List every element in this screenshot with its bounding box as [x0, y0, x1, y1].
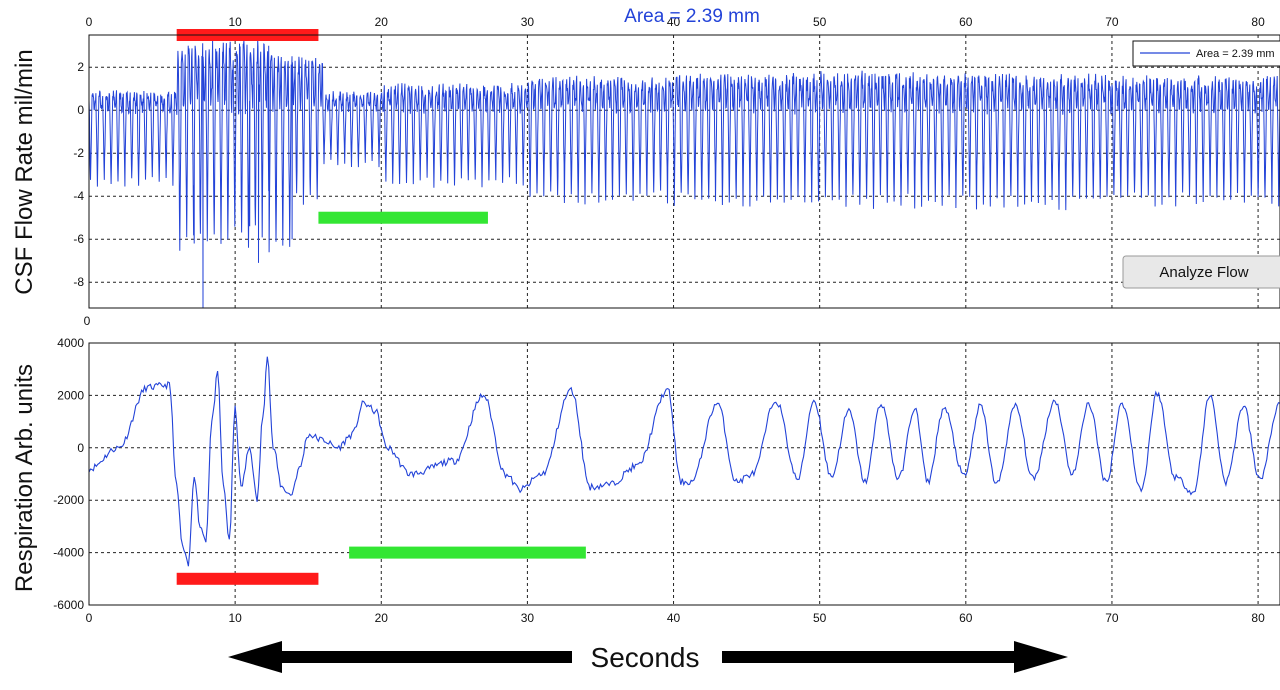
x-tick-label-top: 40 — [667, 15, 681, 29]
respiration-trace — [88, 356, 1280, 567]
respiration-y-axis-label: Respiration Arb. units — [11, 364, 38, 592]
x-tick-label-top: 0 — [86, 15, 93, 29]
flow-rate-plot-frame — [88, 34, 1280, 309]
respiration-ticks: 0 10 20 30 40 50 60 70 80 4000 2000 0 -2000 -4000 -600… — [53, 336, 1265, 625]
right-arrow-icon — [722, 641, 1068, 673]
x-tick-label: 10 — [228, 611, 242, 625]
analyze-flow-button-face[interactable] — [1122, 255, 1280, 289]
x-tick-label-top: 10 — [228, 15, 242, 29]
y-tick-label: -4 — [73, 189, 84, 203]
x-tick-label-top: 50 — [813, 15, 827, 29]
flow-rate-series-line — [88, 39, 1280, 309]
legend: Area = 2.39 mm — [1132, 40, 1280, 67]
y-tick-label: -2 — [73, 146, 84, 160]
green-interval-bar — [318, 211, 488, 224]
x-tick-label: 80 — [1251, 611, 1265, 625]
legend-entry-label: Area = 2.39 mm — [1196, 48, 1275, 60]
x-tick-label: 30 — [521, 611, 535, 625]
plot-title: Area = 2.39 mm — [624, 6, 760, 27]
respiration-panel: 0 10 20 30 40 50 60 70 80 4000 2000 0 -2000 -4000 -600… — [11, 336, 1280, 625]
x-tick-label: 0 — [86, 611, 93, 625]
respiration-annotations — [176, 546, 586, 585]
y-tick-label: -6 — [73, 232, 84, 246]
x-tick-label-top: 60 — [959, 15, 973, 29]
x-tick-label: 50 — [813, 611, 827, 625]
flow-rate-y-axis-label: CSF Flow Rate mil/min — [11, 49, 38, 294]
green-interval-bar — [349, 546, 586, 559]
x-tick-label-top: 70 — [1105, 15, 1119, 29]
y-tick-label: -4000 — [53, 546, 84, 560]
y-tick-label: 2000 — [57, 388, 84, 402]
y-tick-label: 2 — [77, 60, 84, 74]
x-tick-label-top: 80 — [1251, 15, 1265, 29]
y-tick-label: 0 — [77, 103, 84, 117]
x-tick-label-top: 20 — [375, 15, 389, 29]
x-tick-label: 20 — [375, 611, 389, 625]
y-tick-label: -8 — [73, 275, 84, 289]
flow-rate-trace — [88, 39, 1280, 309]
respiration-plot-area — [89, 343, 1280, 605]
y-tick-label: -6000 — [53, 598, 84, 612]
respiration-plot-frame — [88, 342, 1280, 606]
x-axis-label-arrow: Seconds — [228, 641, 1068, 673]
analyze-flow-button[interactable]: Analyze Flow — [1122, 255, 1280, 289]
respiration-grid — [89, 343, 1280, 605]
y-tick-label: 0 — [77, 441, 84, 455]
y-tick-label: -2000 — [53, 493, 84, 507]
x-axis-label: Seconds — [591, 642, 700, 673]
x-tick-label-top: 30 — [521, 15, 535, 29]
x-tick-label: 40 — [667, 611, 681, 625]
x-tick-label: 60 — [959, 611, 973, 625]
x-tick-label: 70 — [1105, 611, 1119, 625]
y-tick-label: 4000 — [57, 336, 84, 350]
x-origin-tick-label: 0 — [84, 314, 91, 328]
respiration-series-line — [88, 356, 1280, 567]
analyze-flow-button-label[interactable]: Analyze Flow — [1159, 264, 1248, 281]
left-arrow-icon — [228, 641, 572, 673]
red-interval-bar — [176, 572, 319, 585]
